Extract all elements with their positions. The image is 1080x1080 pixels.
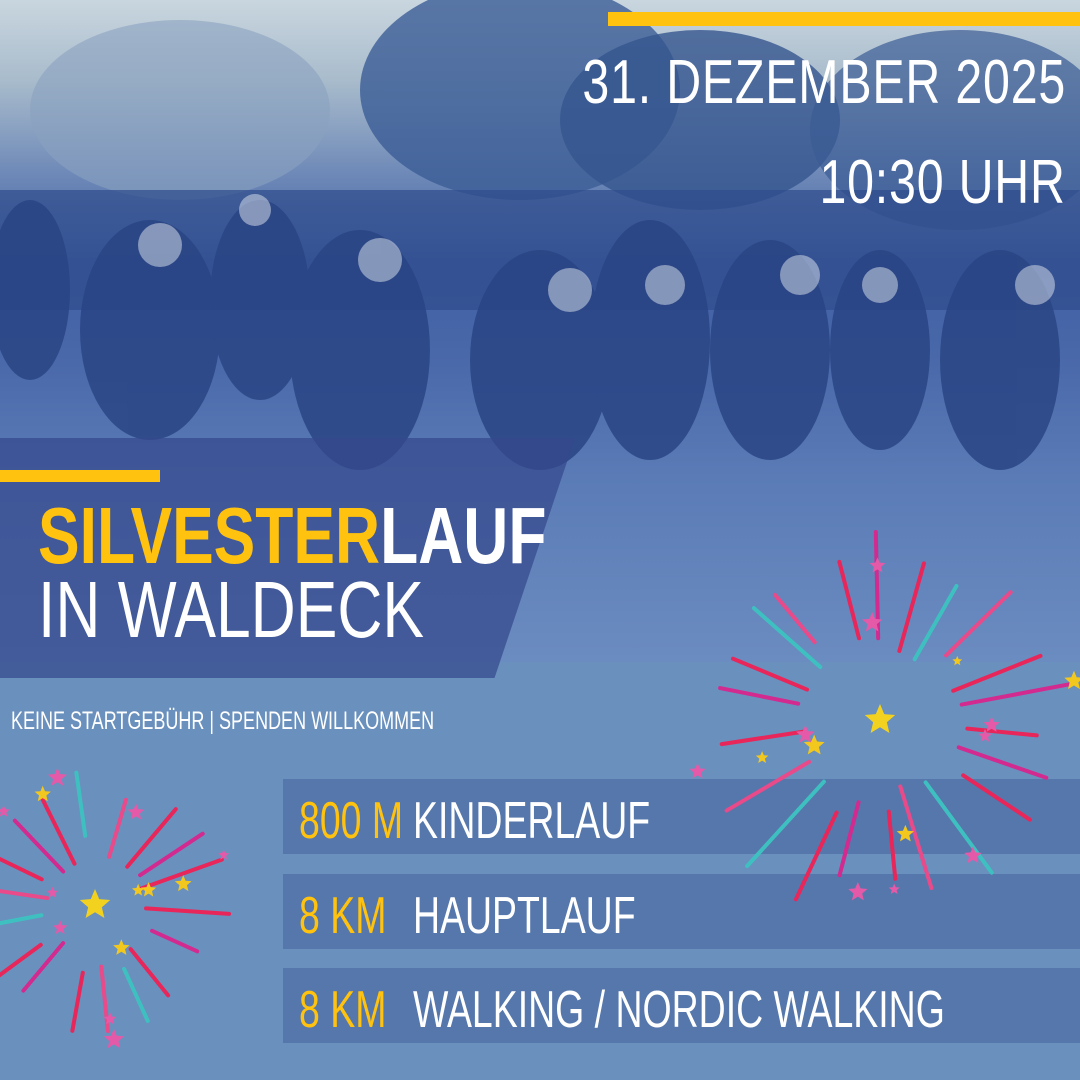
accent-bar-title bbox=[0, 470, 160, 482]
race-name: WALKING / NORDIC WALKING bbox=[413, 981, 945, 1039]
accent-bar-top bbox=[608, 12, 1080, 26]
race-row: 8 KM HAUPTLAUF bbox=[283, 874, 1080, 949]
race-distance: 8 KM bbox=[299, 887, 387, 945]
title-rest: LAUF bbox=[380, 491, 547, 580]
race-distance: 8 KM bbox=[299, 981, 387, 1039]
race-name: HAUPTLAUF bbox=[413, 887, 636, 945]
event-subtitle: IN WALDECK bbox=[38, 565, 425, 654]
race-row: 8 KM WALKING / NORDIC WALKING bbox=[283, 968, 1080, 1043]
running-crowd-photo bbox=[0, 0, 1080, 662]
title-highlight: SILVESTER bbox=[38, 491, 381, 580]
race-distance: 800 M bbox=[299, 792, 404, 850]
fee-note: KEINE STARTGEBÜHR | SPENDEN WILLKOMMEN bbox=[11, 707, 435, 735]
event-title: SILVESTERLAUF bbox=[38, 496, 546, 576]
event-date: 31. DEZEMBER 2025 bbox=[582, 48, 1066, 117]
race-row: 800 M KINDERLAUF bbox=[283, 779, 1080, 854]
event-time: 10:30 UHR bbox=[819, 148, 1066, 217]
race-name: KINDERLAUF bbox=[413, 792, 651, 850]
